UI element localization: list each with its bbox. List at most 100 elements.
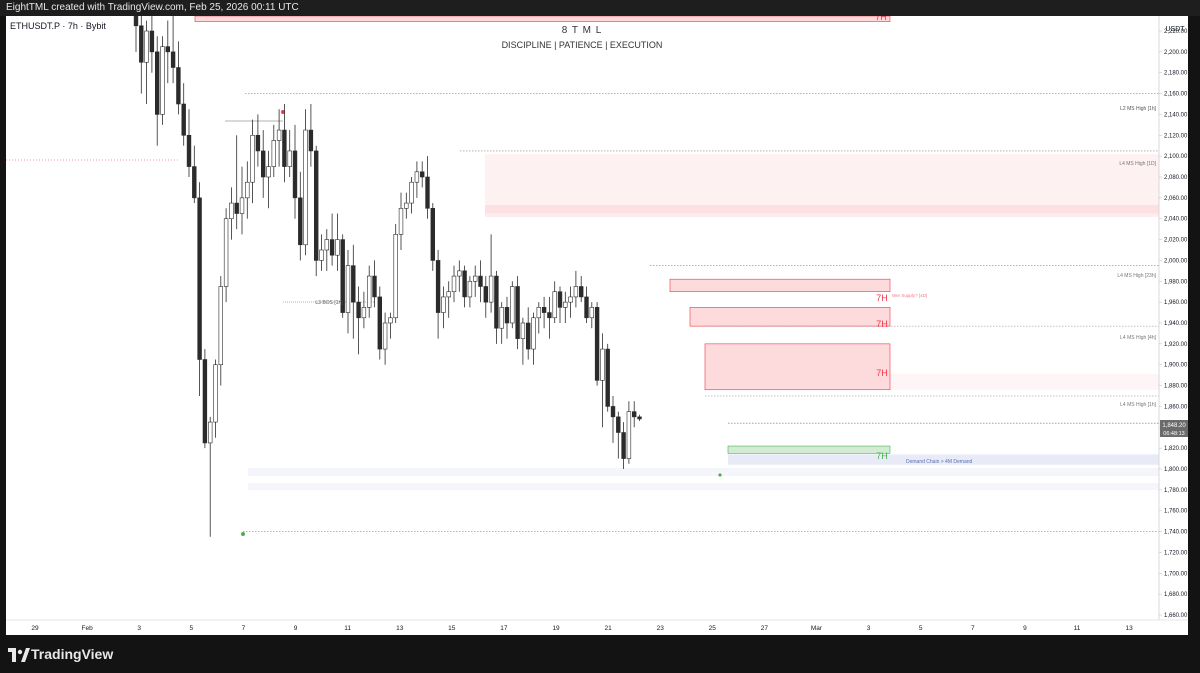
candle[interactable] bbox=[335, 213, 340, 271]
candle[interactable] bbox=[324, 229, 329, 271]
candle[interactable] bbox=[404, 192, 409, 219]
candle[interactable] bbox=[525, 307, 531, 360]
candle[interactable] bbox=[494, 270, 499, 344]
candle[interactable] bbox=[276, 109, 282, 167]
candle[interactable] bbox=[313, 145, 319, 277]
candle[interactable] bbox=[594, 302, 600, 386]
candle[interactable] bbox=[547, 296, 552, 339]
candle[interactable] bbox=[388, 312, 393, 339]
candle[interactable] bbox=[584, 286, 589, 324]
candle[interactable] bbox=[626, 401, 632, 464]
candle[interactable] bbox=[488, 234, 494, 313]
candle[interactable] bbox=[149, 16, 155, 73]
candle[interactable] bbox=[610, 396, 616, 443]
candle[interactable] bbox=[531, 312, 536, 365]
chart[interactable]: 8 T M L DISCIPLINE | PATIENCE | EXECUTIO… bbox=[0, 16, 1200, 636]
candle[interactable] bbox=[239, 166, 245, 235]
candle[interactable] bbox=[573, 270, 579, 308]
candle[interactable] bbox=[435, 250, 441, 339]
candle[interactable] bbox=[266, 150, 271, 209]
candle[interactable] bbox=[478, 260, 483, 303]
candle[interactable] bbox=[356, 286, 361, 355]
candle[interactable] bbox=[467, 276, 473, 308]
candle[interactable] bbox=[319, 234, 324, 271]
candles-layer[interactable] bbox=[133, 16, 642, 537]
candle[interactable] bbox=[510, 281, 515, 329]
candle[interactable] bbox=[520, 317, 526, 365]
candle[interactable] bbox=[552, 281, 557, 323]
candle[interactable] bbox=[541, 296, 547, 329]
candle[interactable] bbox=[255, 114, 261, 167]
candle[interactable] bbox=[536, 302, 542, 334]
symbol-legend[interactable]: ETHUSDT.P · 7h · Bybit bbox=[10, 21, 106, 31]
candle[interactable] bbox=[260, 130, 266, 198]
candle[interactable] bbox=[282, 104, 287, 183]
candle[interactable] bbox=[398, 192, 404, 250]
candle[interactable] bbox=[419, 161, 425, 188]
candle[interactable] bbox=[414, 161, 420, 198]
candle[interactable] bbox=[292, 124, 298, 219]
candle[interactable] bbox=[425, 156, 430, 219]
candle[interactable] bbox=[202, 349, 208, 449]
candle[interactable] bbox=[271, 124, 276, 177]
candle[interactable] bbox=[303, 109, 308, 256]
candle[interactable] bbox=[441, 286, 446, 329]
candle[interactable] bbox=[181, 83, 186, 146]
candle[interactable] bbox=[462, 265, 467, 308]
candle[interactable] bbox=[144, 20, 149, 104]
candle[interactable] bbox=[186, 109, 192, 177]
candle[interactable] bbox=[372, 260, 377, 308]
candle[interactable] bbox=[393, 223, 398, 323]
candle[interactable] bbox=[308, 104, 314, 167]
candle[interactable] bbox=[457, 260, 462, 292]
candle[interactable] bbox=[250, 119, 255, 204]
currency-label[interactable]: USDT bbox=[1165, 26, 1185, 33]
candle[interactable] bbox=[208, 416, 213, 537]
candle[interactable] bbox=[329, 213, 335, 266]
candle[interactable] bbox=[637, 414, 642, 422]
candle[interactable] bbox=[616, 411, 621, 459]
candle[interactable] bbox=[165, 20, 170, 84]
candle[interactable] bbox=[382, 312, 388, 365]
candle[interactable] bbox=[351, 244, 356, 339]
candle[interactable] bbox=[430, 203, 435, 271]
candle[interactable] bbox=[155, 36, 160, 146]
candle[interactable] bbox=[340, 234, 345, 318]
candle[interactable] bbox=[578, 276, 584, 303]
candle[interactable] bbox=[345, 250, 351, 334]
candle[interactable] bbox=[234, 135, 239, 230]
candle[interactable] bbox=[621, 422, 626, 469]
candle[interactable] bbox=[451, 265, 457, 303]
candle[interactable] bbox=[504, 296, 510, 339]
candle[interactable] bbox=[631, 401, 637, 428]
candle[interactable] bbox=[557, 286, 563, 324]
candle[interactable] bbox=[366, 265, 372, 318]
candle[interactable] bbox=[563, 291, 568, 323]
candle[interactable] bbox=[245, 161, 250, 219]
candle[interactable] bbox=[589, 302, 595, 329]
branding-text[interactable]: TradingView bbox=[31, 646, 114, 662]
candle[interactable] bbox=[192, 145, 197, 204]
candle[interactable] bbox=[483, 276, 488, 318]
candle[interactable] bbox=[139, 16, 144, 94]
candle[interactable] bbox=[472, 265, 478, 297]
candle[interactable] bbox=[223, 208, 229, 303]
candle[interactable] bbox=[213, 359, 218, 438]
candle[interactable] bbox=[176, 41, 181, 115]
candle[interactable] bbox=[568, 286, 573, 318]
candle[interactable] bbox=[287, 130, 292, 177]
candle[interactable] bbox=[160, 36, 165, 125]
candle[interactable] bbox=[605, 343, 610, 412]
candle[interactable] bbox=[377, 286, 382, 360]
candle[interactable] bbox=[133, 16, 139, 52]
candle[interactable] bbox=[229, 187, 234, 240]
candle[interactable] bbox=[409, 177, 414, 214]
candle[interactable] bbox=[600, 333, 605, 428]
candle[interactable] bbox=[298, 171, 303, 261]
candle[interactable] bbox=[218, 276, 223, 386]
candle[interactable] bbox=[361, 291, 367, 329]
candle[interactable] bbox=[170, 16, 176, 84]
candle[interactable] bbox=[197, 182, 202, 396]
candle[interactable] bbox=[499, 302, 504, 344]
candle[interactable] bbox=[515, 276, 520, 350]
